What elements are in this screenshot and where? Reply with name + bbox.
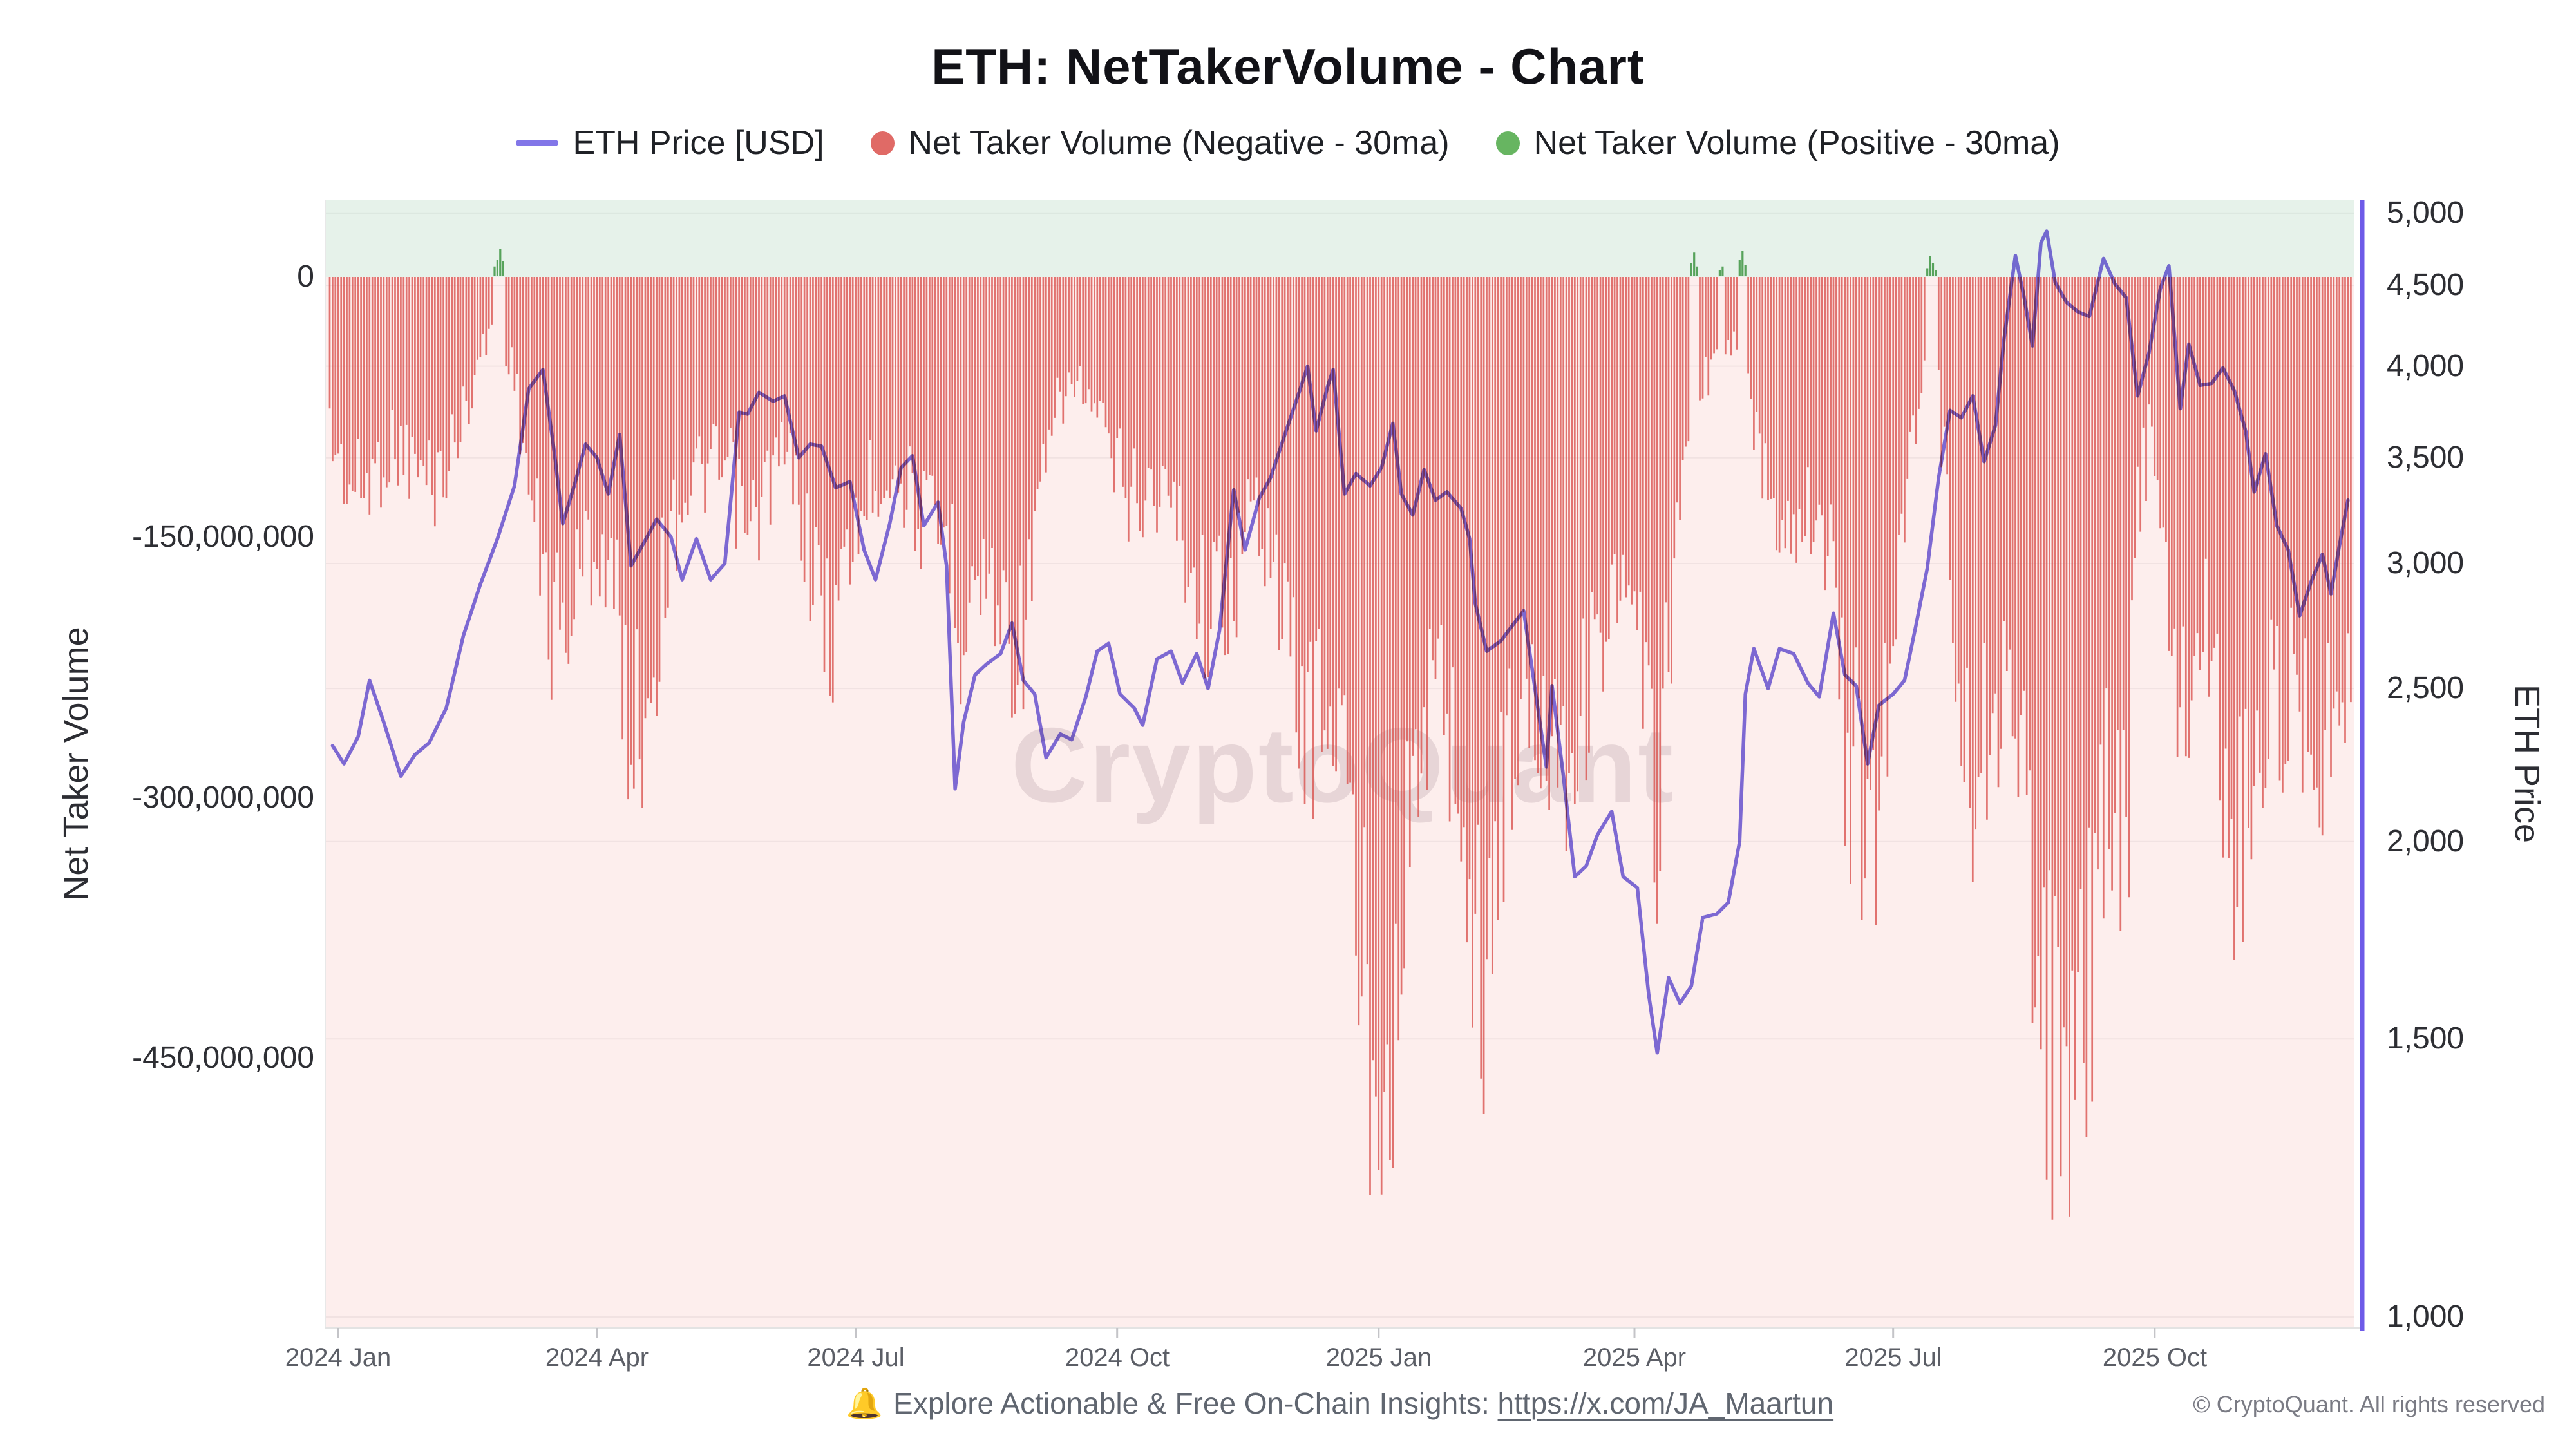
- positive-zone-band: [325, 200, 2354, 277]
- right-axis-title: ETH Price: [2508, 684, 2546, 844]
- legend-line-swatch: [516, 140, 559, 146]
- y-left-tick-label: 0: [297, 260, 314, 294]
- y-left-tick-label: -450,000,000: [132, 1041, 314, 1075]
- y-right-tick-label: 1,000: [2387, 1300, 2465, 1334]
- y-right-tick-label: 3,000: [2387, 546, 2465, 580]
- legend-dot-icon: [1495, 131, 1520, 155]
- legend-dot-icon: [870, 131, 895, 155]
- x-axis-tick-label: 2024 Jan: [285, 1343, 392, 1372]
- x-axis-tick-label: 2025 Apr: [1582, 1343, 1687, 1372]
- net-taker-volume-positive-bars: [493, 249, 1937, 276]
- legend-item-label: Net Taker Volume (Positive - 30ma): [1533, 124, 2060, 162]
- net-taker-volume-negative-bars: [328, 277, 2352, 1220]
- legend-item-eth-price-usd[interactable]: ETH Price [USD]: [516, 124, 824, 162]
- legend: ETH Price [USD] Net Taker Volume (Negativ…: [0, 124, 2576, 162]
- footer-link[interactable]: https://x.com/JA_Maartun: [1497, 1387, 1834, 1420]
- y-right-tick-label: 5,000: [2387, 196, 2465, 230]
- legend-item-label: Net Taker Volume (Negative - 30ma): [908, 124, 1450, 162]
- x-axis-tick-label: 2025 Jan: [1325, 1343, 1432, 1372]
- left-axis-title: Net Taker Volume: [57, 627, 95, 901]
- chart-title: ETH: NetTakerVolume - Chart: [931, 38, 1645, 95]
- x-axis-tick-label: 2025 Jul: [1844, 1343, 1942, 1372]
- y-left-tick-label: -300,000,000: [132, 781, 314, 815]
- legend-item-label: ETH Price [USD]: [573, 124, 824, 162]
- x-axis-tick-label: 2024 Jul: [807, 1343, 905, 1372]
- x-axis-tick-label: 2024 Oct: [1065, 1343, 1170, 1372]
- y-right-tick-label: 3,500: [2387, 440, 2465, 475]
- legend-item-net-taker-volume-positive-30ma[interactable]: Net Taker Volume (Positive - 30ma): [1495, 124, 2060, 162]
- footer-promo: 🔔 Explore Actionable & Free On-Chain Insi…: [325, 1386, 2354, 1421]
- copyright: © CryptoQuant. All rights reserved: [2193, 1391, 2545, 1417]
- x-axis-tick-label: 2024 Apr: [545, 1343, 649, 1372]
- footer-text: Explore Actionable & Free On-Chain Insig…: [893, 1387, 1498, 1420]
- bell-icon: 🔔: [846, 1387, 884, 1420]
- y-right-tick-label: 2,000: [2387, 824, 2465, 858]
- y-right-tick-label: 4,000: [2387, 349, 2465, 383]
- eth-price-line: [330, 229, 2350, 1055]
- y-right-tick-label: 1,500: [2387, 1021, 2465, 1056]
- y-left-tick-label: -150,000,000: [132, 520, 314, 554]
- x-axis-tick-label: 2025 Oct: [2102, 1343, 2208, 1372]
- y-right-tick-label: 2,500: [2387, 671, 2465, 705]
- y-right-tick-label: 4,500: [2387, 268, 2465, 302]
- legend-item-net-taker-volume-negative-30ma[interactable]: Net Taker Volume (Negative - 30ma): [870, 124, 1450, 162]
